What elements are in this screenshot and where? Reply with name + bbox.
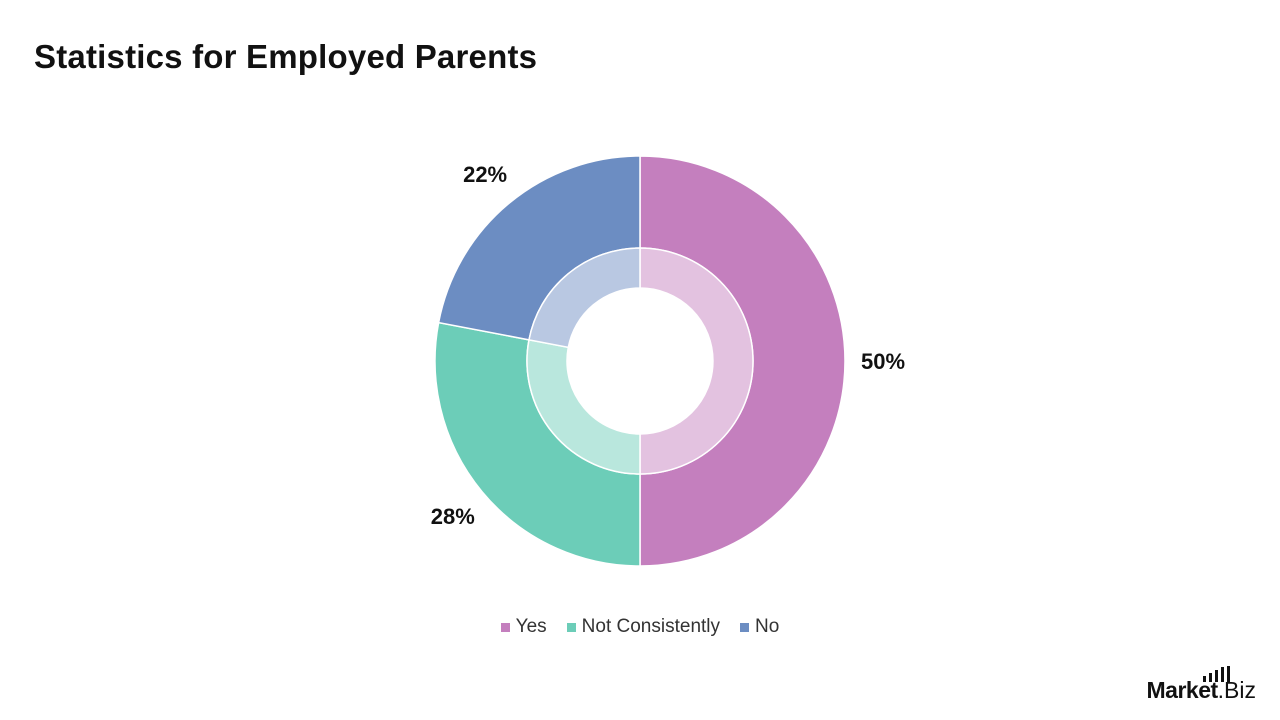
- data-label-not-consistently: 28%: [431, 504, 475, 529]
- legend-item-yes: Yes: [500, 616, 547, 638]
- data-label-yes: 50%: [861, 349, 905, 374]
- brand-name: Market: [1146, 677, 1219, 703]
- bar-chart-icon: [1202, 666, 1230, 682]
- legend-item-no: No: [740, 616, 779, 638]
- brand-logo: Market .Biz: [1146, 666, 1256, 704]
- legend-swatch: [566, 622, 576, 632]
- legend-label: Yes: [515, 616, 547, 637]
- legend-label: Not Consistently: [581, 616, 721, 637]
- chart-legend: Yes Not Consistently No: [0, 616, 1280, 638]
- data-label-no: 22%: [463, 162, 507, 187]
- legend-item-not-consistently: Not Consistently: [566, 616, 721, 638]
- legend-swatch: [500, 622, 510, 632]
- legend-label: No: [755, 616, 780, 637]
- slice-inner-yes: [639, 247, 754, 475]
- brand-suffix: .Biz: [1217, 677, 1256, 703]
- legend-swatch: [740, 622, 750, 632]
- chart-title: Statistics for Employed Parents: [34, 38, 538, 75]
- slice-inner-no: [528, 247, 641, 349]
